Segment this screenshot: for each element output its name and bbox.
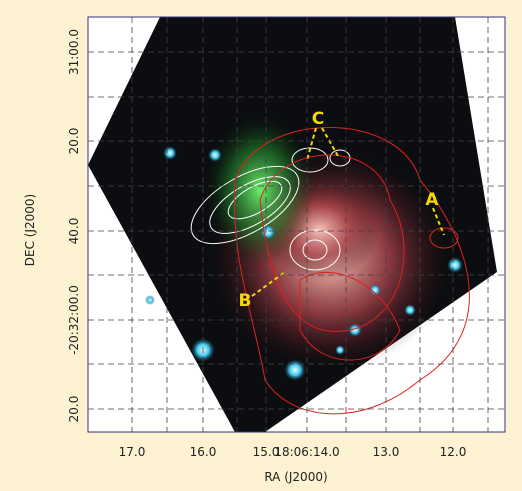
y-tick-label: 40.0	[67, 218, 81, 245]
annotation: C	[312, 109, 324, 129]
annotation: A	[425, 190, 439, 210]
y-tick-label: 20.0	[67, 396, 81, 423]
x-tick-label: 13.0	[373, 445, 400, 459]
annotation: B	[239, 291, 252, 311]
figure: C A B RA (J2000) DEC (J2000) 17.016.015.…	[0, 0, 522, 491]
x-axis-label: RA (J2000)	[264, 470, 327, 484]
x-tick-label: 17.0	[119, 445, 146, 459]
y-axis-label: DEC (J2000)	[23, 194, 37, 266]
x-tick-label: 12.0	[440, 445, 467, 459]
y-tick-label: 31:00.0	[67, 29, 81, 75]
y-tick-label: 20.0	[67, 128, 81, 155]
y-tick-label: -20:32:00.0	[67, 285, 81, 355]
x-tick-label: 16.0	[190, 445, 217, 459]
x-tick-label: 18:06:14.0	[274, 445, 339, 459]
